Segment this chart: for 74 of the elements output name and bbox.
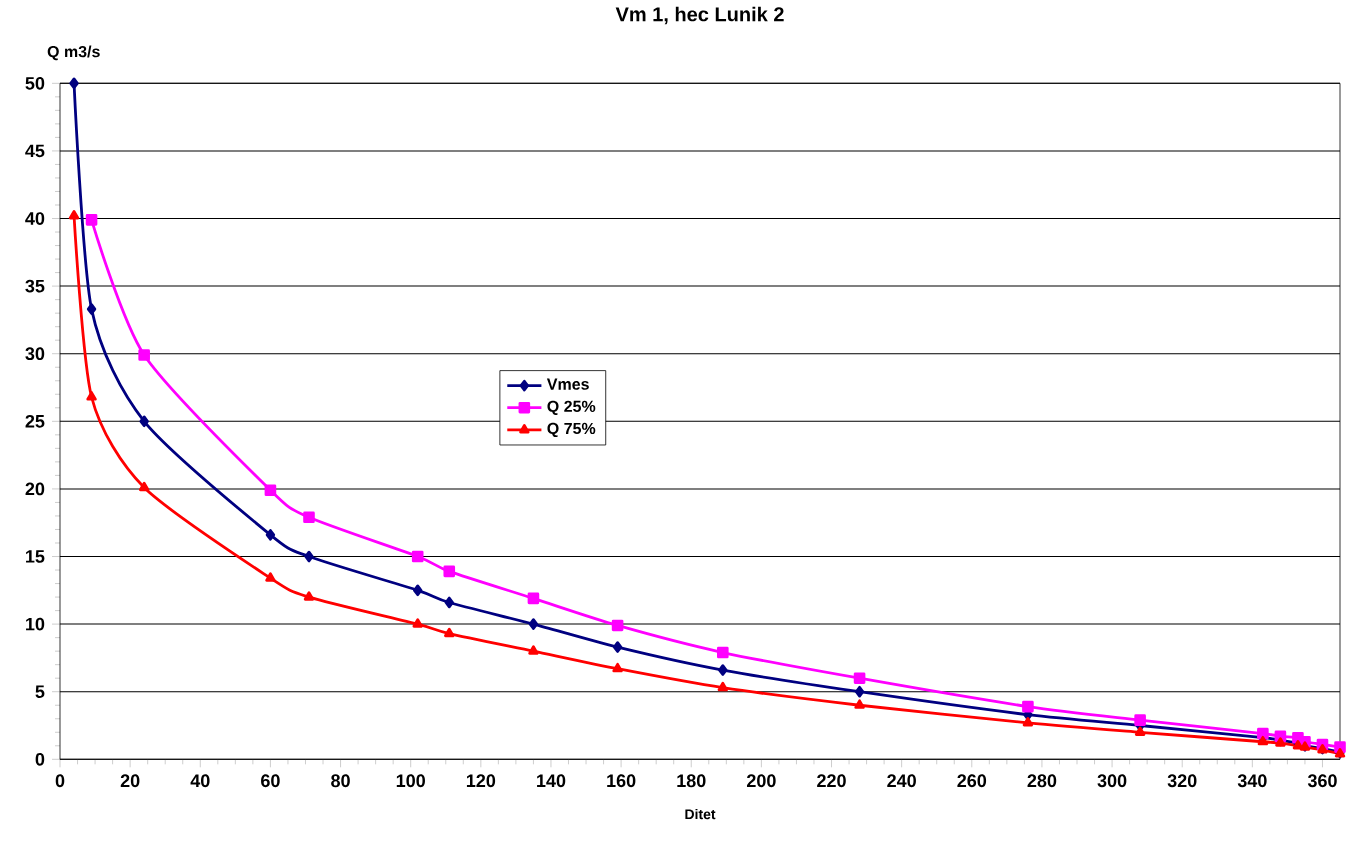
point [413,584,423,596]
x-tick-label: 300 [1097,774,1127,787]
point [68,209,80,220]
point [1257,735,1269,746]
x-tick-label: 180 [677,774,706,787]
x-tick-label: 340 [1237,774,1267,787]
x-tick-label: 40 [190,774,210,787]
x-tick-label: 100 [396,774,425,787]
point [854,685,865,698]
point [528,618,539,630]
point [444,596,454,609]
point [412,618,423,628]
point [854,699,865,709]
point [265,528,276,541]
x-tick-label: 80 [331,774,350,787]
x-tick-label: 360 [1307,774,1337,787]
y-tick-label: 10 [26,617,45,631]
point [1022,716,1034,727]
point [717,681,729,692]
y-tick-label: 35 [25,279,45,293]
point [612,662,623,673]
point [718,664,728,676]
chart-title: Vm 1, hec Lunik 2 [615,6,784,25]
point [717,646,729,659]
x-tick-label: 260 [957,774,987,787]
x-tick-label: 140 [537,774,566,787]
x-tick-label: 60 [261,774,280,787]
y-tick-label: 40 [25,211,45,225]
x-tick-label: 280 [1027,774,1057,787]
x-tick-label: 240 [887,774,916,787]
point [1134,714,1146,726]
point [303,591,315,601]
point [1257,727,1269,740]
x-axis-title: Ditet [685,808,716,819]
point [265,572,276,582]
y-tick-label: 20 [25,482,45,496]
point [1134,726,1146,736]
y-tick-label: 15 [26,550,45,563]
point [138,481,150,491]
point [612,641,623,653]
point [139,415,149,427]
x-tick-label: 20 [120,774,140,787]
x-tick-label: 160 [607,774,636,787]
y-axis-title: Q m3/s [47,45,100,61]
point [85,213,98,226]
point [69,77,79,89]
point [304,550,314,563]
point [264,484,277,496]
y-tick-label: 25 [25,414,45,428]
point [611,619,624,632]
x-tick-label: 0 [55,774,65,787]
point [528,645,539,655]
x-tick-label: 320 [1167,774,1197,787]
y-tick-label: 30 [25,347,45,360]
point [1022,700,1034,713]
legend-label: Vmes [546,378,589,390]
point [86,303,97,315]
x-tick-label: 220 [817,774,846,787]
y-tick-label: 45 [25,144,45,158]
point [853,672,866,684]
x-tick-label: 200 [746,774,776,787]
legend-label: Q 75% [547,422,596,437]
point [444,627,455,638]
y-tick-label: 0 [35,752,45,766]
point [138,349,150,361]
legend-label: Q 25% [547,400,596,415]
point [527,592,540,605]
point [411,550,424,563]
y-tick-label: 50 [25,76,45,90]
x-tick-label: 120 [466,774,496,787]
y-tick-label: 5 [35,685,45,698]
point [303,511,315,523]
point [443,565,456,578]
point [86,391,97,401]
